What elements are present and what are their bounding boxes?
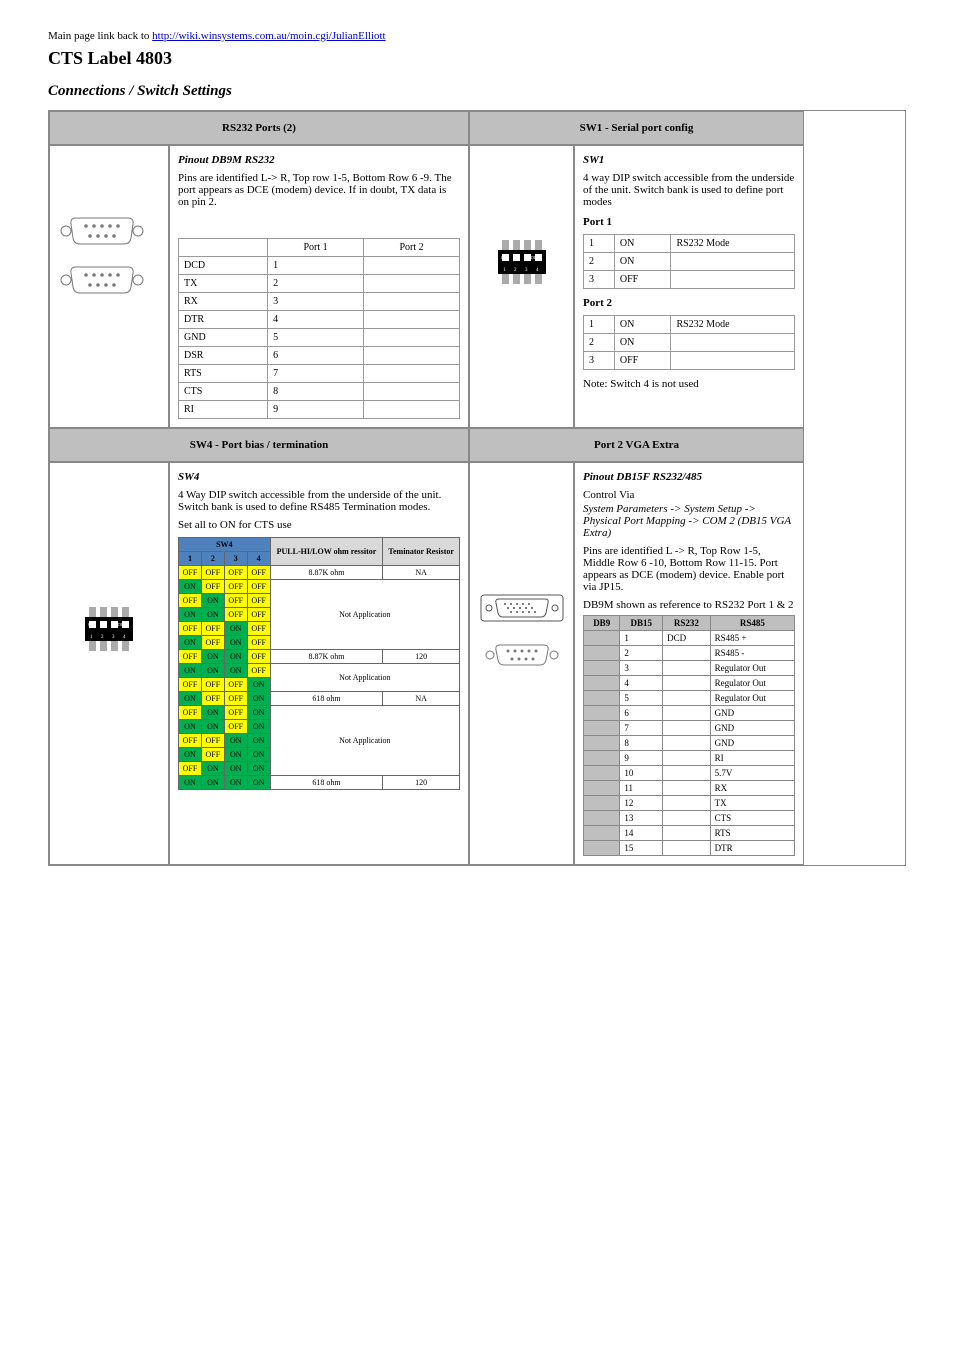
svg-text:ON: ON [88, 622, 94, 627]
svg-text:DIP: DIP [531, 255, 538, 260]
db9-pinout-table: Port 1Port 2 DCD1TX2RX3DTR4GND5DSR6RTS7C… [178, 238, 460, 419]
sw4-image-cell: ONDIP1234 [49, 462, 169, 865]
rs232-subtitle: Pinout DB9M RS232 [178, 154, 460, 166]
header-rs232: RS232 Ports (2) [49, 111, 469, 145]
rs232-desc: Pins are identified L-> R, Top row 1-5, … [178, 172, 460, 208]
sw1-port1-table: 1ONRS232 Mode2ON3OFF [583, 234, 795, 289]
svg-text:DIP: DIP [118, 622, 125, 627]
sw1-note: Note: Switch 4 is not used [583, 378, 795, 390]
vga-image-cell [469, 462, 574, 865]
svg-text:ON: ON [501, 255, 507, 260]
sw1-text-cell: SW1 4 way DIP switch accessible from the… [574, 145, 804, 428]
dip-switch-icon: ONDIP1234 [83, 603, 135, 658]
header-vga: Port 2 VGA Extra [469, 428, 804, 462]
header-sw4: SW4 - Port bias / termination [49, 428, 469, 462]
sw1-subtitle: SW1 [583, 154, 795, 166]
sw4-subtitle: SW4 [178, 471, 460, 483]
breadcrumb: Main page link back to http://wiki.winsy… [48, 30, 906, 42]
sw1-port2-table: 1ONRS232 Mode2ON3OFF [583, 315, 795, 370]
section-heading: Connections / Switch Settings [48, 83, 906, 100]
sw4-text-cell: SW4 4 Way DIP switch accessible from the… [169, 462, 469, 865]
vga-text-cell: Pinout DB15F RS232/485 Control Via Syste… [574, 462, 804, 865]
db9-connector-icon [482, 661, 562, 673]
breadcrumb-link[interactable]: http://wiki.winsystems.com.au/moin.cgi/J… [152, 30, 385, 42]
sw4-table: SW4PULL-HI/LOW ohm ressitorTeminator Res… [178, 537, 460, 790]
rs232-text-cell: Pinout DB9M RS232 Pins are identified L-… [169, 145, 469, 428]
sw1-image-cell: ONDIP1234 [469, 145, 574, 428]
page-title: CTS Label 4803 [48, 48, 906, 69]
vga-pinout-table: DB9DB15RS232RS4851DCDRS485 +2RS485 -3Reg… [583, 615, 795, 856]
vga-subtitle: Pinout DB15F RS232/485 [583, 471, 795, 483]
sw4-desc2: Set all to ON for CTS use [178, 519, 460, 531]
db15-connector-icon [479, 614, 565, 626]
dip-switch-icon: ONDIP1234 [496, 236, 548, 291]
db9-connector-icon [58, 263, 146, 297]
header-sw1: SW1 - Serial port config [469, 111, 804, 145]
sw1-desc: 4 way DIP switch accessible from the und… [583, 172, 795, 208]
rs232-connector-cell [49, 145, 169, 428]
db9-connector-icon [58, 214, 146, 248]
sw4-desc: 4 Way DIP switch accessible from the und… [178, 489, 460, 513]
